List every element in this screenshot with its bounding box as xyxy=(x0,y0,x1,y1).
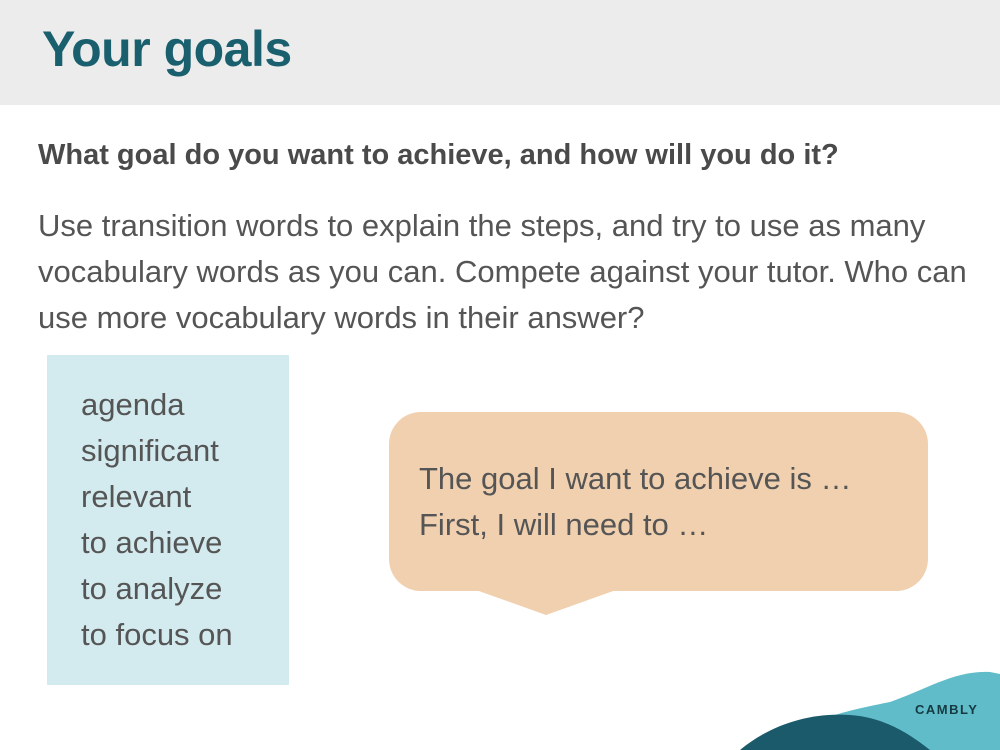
vocabulary-box: agenda significant relevant to achieve t… xyxy=(47,355,289,685)
sentence-starter: The goal I want to achieve is … xyxy=(419,461,852,496)
vocabulary-item: to focus on xyxy=(81,617,233,652)
vocabulary-item: relevant xyxy=(81,479,192,514)
vocabulary-item: to achieve xyxy=(81,525,223,560)
speech-bubble-tail xyxy=(476,590,616,615)
question-text: What goal do you want to achieve, and ho… xyxy=(38,139,839,171)
corner-decoration xyxy=(740,671,1000,750)
vocabulary-item: agenda xyxy=(81,387,185,422)
speech-bubble-text: The goal I want to achieve is … First, I… xyxy=(419,456,852,548)
vocabulary-item: significant xyxy=(81,433,219,468)
speech-bubble: The goal I want to achieve is … First, I… xyxy=(389,412,928,591)
sentence-starter: First, I will need to … xyxy=(419,507,709,542)
vocabulary-item: to analyze xyxy=(81,571,223,606)
page-title: Your goals xyxy=(42,21,292,77)
cambly-logo: CAMBLY xyxy=(915,702,979,717)
vocabulary-list: agenda significant relevant to achieve t… xyxy=(81,382,233,658)
instructions-text: Use transition words to explain the step… xyxy=(38,208,967,335)
header-bar: Your goals xyxy=(0,0,1000,105)
